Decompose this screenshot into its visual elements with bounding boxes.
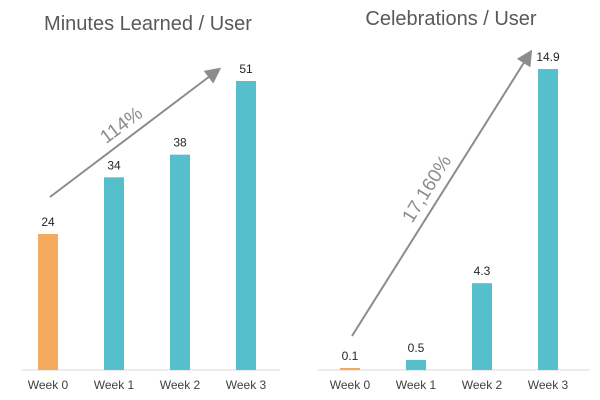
data-label: 38: [173, 136, 187, 150]
growth-arrow: [351, 49, 533, 337]
x-tick-label: Week 0: [28, 378, 69, 392]
bar-week-3: [538, 69, 558, 371]
bar-week-0: [340, 367, 360, 370]
x-tick-label: Week 0: [330, 378, 371, 392]
data-label: 51: [239, 62, 253, 76]
x-tick-label: Week 1: [396, 378, 437, 392]
chart-title: Minutes Learned / User: [44, 13, 252, 35]
bar-week-0: [38, 234, 58, 370]
growth-arrow: [49, 67, 222, 198]
data-label: 0.5: [408, 341, 425, 355]
minutes-learned-chart: Minutes Learned / User 114% 24 Week 0 34 We…: [22, 13, 280, 392]
data-label: 24: [41, 215, 55, 229]
x-tick-label: Week 1: [94, 378, 135, 392]
bar-week-1: [406, 359, 426, 370]
data-label: 34: [107, 158, 121, 172]
bar-week-2: [472, 283, 492, 370]
chart-title: Celebrations / User: [365, 8, 537, 30]
data-label: 4.3: [474, 264, 491, 278]
data-label: 14.9: [536, 50, 560, 64]
growth-percent-label: 114%: [97, 103, 147, 148]
x-tick-label: Week 2: [462, 378, 503, 392]
x-tick-label: Week 2: [160, 378, 201, 392]
x-tick-label: Week 3: [226, 378, 267, 392]
x-tick-label: Week 3: [528, 378, 569, 392]
bar-week-3: [236, 81, 256, 370]
data-label: 0.1: [342, 349, 359, 363]
bar-week-2: [170, 154, 190, 370]
bar-week-1: [104, 177, 124, 370]
